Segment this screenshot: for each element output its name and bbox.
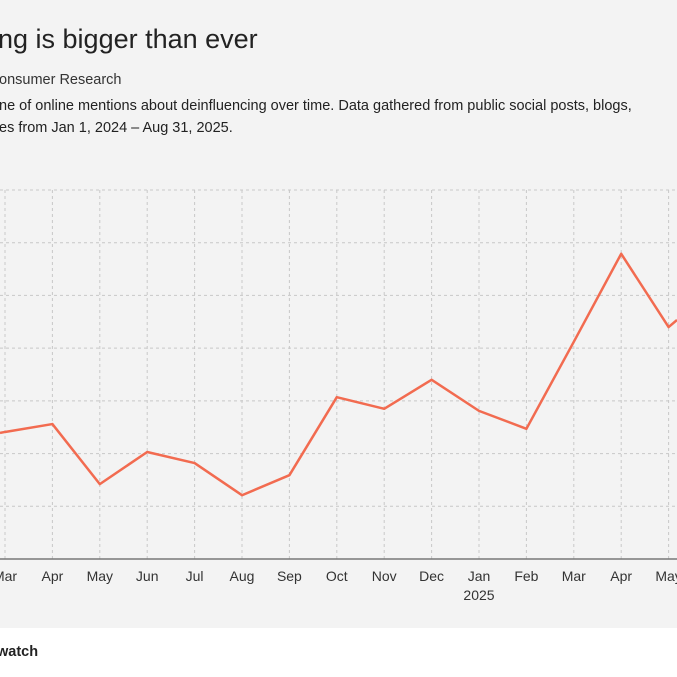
x-tick-label: Dec xyxy=(419,568,444,584)
x-tick-label: Apr xyxy=(610,568,632,584)
x-tick-label: Mar xyxy=(562,568,586,584)
x-tick-year-label: 2025 xyxy=(463,587,494,603)
x-tick-label: Jun xyxy=(136,568,159,584)
chart-panel xyxy=(0,0,677,628)
footer-brand: watch xyxy=(0,644,39,660)
chart-title: ng is bigger than ever xyxy=(0,24,258,54)
series-line-online-mentions xyxy=(0,252,677,497)
x-tick-label: Mar xyxy=(0,568,17,584)
x-tick-label: May xyxy=(87,568,113,584)
chart-source: onsumer Research xyxy=(0,72,122,88)
x-tick-label: Oct xyxy=(326,568,348,584)
x-tick-label: Feb xyxy=(514,568,538,584)
x-tick-label: Jul xyxy=(186,568,204,584)
line-chart: Mar Apr May Jun Jul Aug Sep Oct Nov Dec Jan 2025 Feb… xyxy=(0,189,677,603)
x-tick-label: Sep xyxy=(277,568,302,584)
x-tick-label: Apr xyxy=(42,568,64,584)
x-tick-label: May xyxy=(655,568,677,584)
chart-description-line-2: es from Jan 1, 2024 – Aug 31, 2025. xyxy=(0,120,233,136)
x-tick-label: Jan xyxy=(468,568,491,584)
chart-description-line-1: ne of online mentions about deinfluencin… xyxy=(0,98,632,114)
x-tick-label: Nov xyxy=(372,568,397,584)
x-tick-label: Aug xyxy=(230,568,255,584)
